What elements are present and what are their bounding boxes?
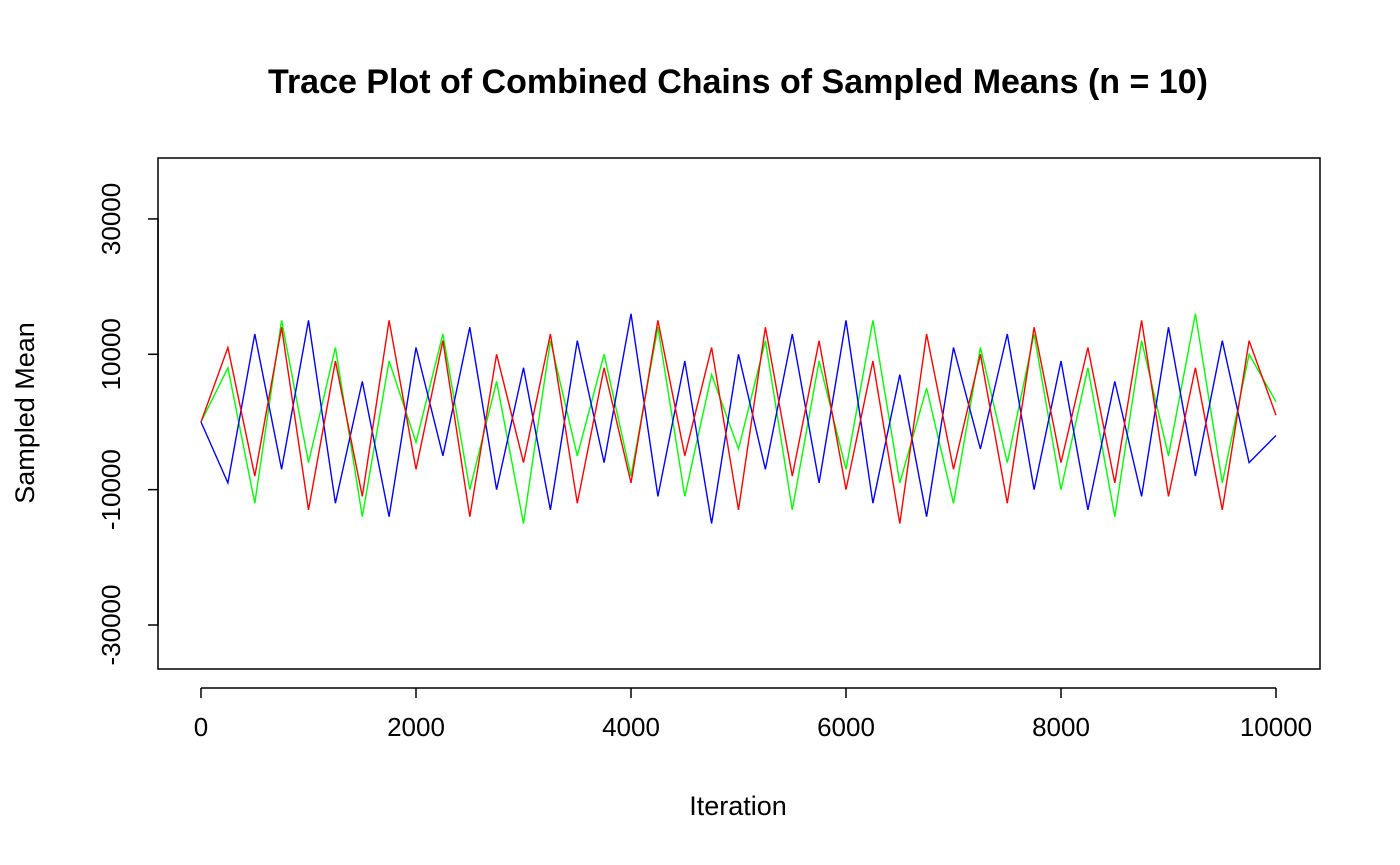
series-line-1	[200, 313, 1277, 524]
plot-frame	[157, 157, 1321, 670]
series-line-3	[200, 320, 1277, 524]
chart-title: Trace Plot of Combined Chains of Sampled…	[268, 63, 1208, 101]
y-tick-label: -30000	[96, 585, 126, 666]
y-tick-label: -10000	[96, 449, 126, 530]
x-tick-label: 6000	[817, 712, 875, 742]
series-layer	[200, 313, 1277, 524]
x-tick-label: 8000	[1032, 712, 1090, 742]
x-axis-label: Iteration	[689, 791, 787, 821]
x-tick-label: 2000	[387, 712, 445, 742]
x-tick-label: 10000	[1240, 712, 1312, 742]
y-axis: -30000 -10000 10000 30000	[96, 183, 159, 666]
y-tick-label: 30000	[96, 183, 126, 255]
series-line-2	[200, 313, 1277, 524]
y-axis-label: Sampled Mean	[10, 322, 40, 504]
x-tick-label: 4000	[602, 712, 660, 742]
y-tick-label: 10000	[96, 318, 126, 390]
x-tick-label: 0	[194, 712, 208, 742]
x-axis: 0 2000 4000 6000 8000 10000	[194, 687, 1312, 742]
